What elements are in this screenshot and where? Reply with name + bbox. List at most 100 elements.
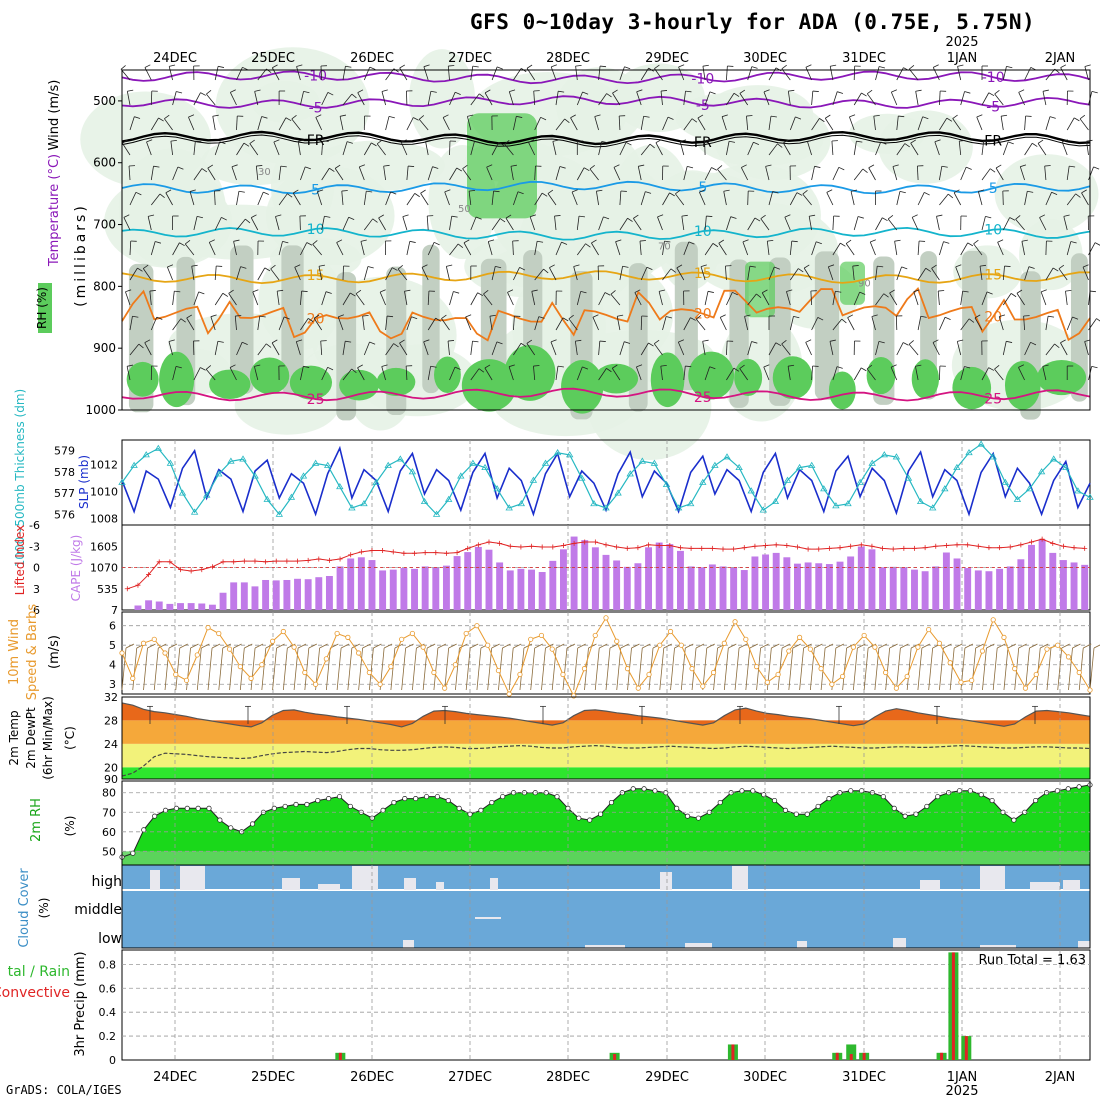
- wind-barb-flag: [376, 139, 383, 145]
- wind-barb-10m: [852, 647, 858, 691]
- wind-barb-10m-flag: [997, 643, 1006, 649]
- wind-barb-10m: [412, 647, 417, 691]
- wind-barb: [939, 241, 944, 256]
- wind-barb-flag: [507, 289, 514, 293]
- wind-barb: [172, 291, 175, 306]
- wind-barb-flag: [580, 291, 587, 294]
- li-point: [1028, 539, 1034, 545]
- li-point: [422, 550, 428, 556]
- li-point: [773, 542, 779, 548]
- wind-barb-flag: [350, 292, 356, 297]
- wind-speed-point: [710, 669, 717, 676]
- wind-barb-flag: [943, 241, 950, 244]
- wind-barb: [313, 318, 323, 331]
- wind-barb: [1015, 219, 1025, 231]
- rh-point: [674, 805, 680, 811]
- wind-barb-flag: [702, 64, 709, 67]
- wind-barb-10m: [261, 647, 267, 691]
- wind-barb-flag: [809, 214, 816, 217]
- wind-barb: [768, 116, 772, 131]
- cape-bar: [719, 566, 727, 610]
- cape-bar: [379, 570, 387, 610]
- wind-barb-flag: [478, 93, 485, 98]
- wind-barb-flag: [578, 215, 586, 218]
- wind-barb: [316, 191, 323, 206]
- wind-barb-flag: [904, 143, 910, 148]
- wind-barb-10m-flag: [760, 643, 769, 649]
- wind-barb: [449, 243, 459, 256]
- wind-barb-flag: [973, 239, 979, 245]
- wind-barb-flag: [411, 316, 418, 320]
- li-point: [518, 544, 524, 550]
- wind-speed-point: [474, 623, 480, 629]
- cloud-high-bar: [180, 866, 205, 890]
- wind-barb-10m-flag: [308, 643, 318, 649]
- wind-barb: [739, 368, 749, 381]
- wind-tick-3: 3: [109, 678, 116, 691]
- rh-point: [815, 803, 821, 809]
- li-point: [369, 548, 375, 553]
- wind-barb-flag: [245, 218, 251, 224]
- wind-barb-flag: [156, 316, 163, 320]
- top-date-label-9: 2JAN: [1045, 51, 1076, 66]
- li-point: [986, 545, 992, 551]
- wind-barb-flag: [552, 139, 559, 142]
- wind-barb-flag: [447, 340, 455, 342]
- thickness-point: [711, 461, 719, 468]
- thickness-point: [202, 491, 211, 498]
- wind-barb-flag: [994, 89, 1000, 95]
- wind-barb-flag: [924, 192, 930, 196]
- wind-barb-10m-flag: [405, 643, 414, 649]
- wind-barb-flag: [1001, 114, 1008, 117]
- wind-barb-flag: [159, 193, 165, 198]
- wind-barb: [363, 266, 369, 281]
- wind-speed-point: [226, 646, 233, 652]
- wind-barb: [231, 166, 237, 181]
- wind-barb-flag: [849, 114, 856, 118]
- cape-bar: [623, 566, 631, 610]
- wind-barb: [295, 341, 301, 356]
- rh-point: [695, 815, 701, 821]
- wind-barb: [726, 141, 730, 156]
- wind-barb: [421, 267, 429, 281]
- wind-barb: [385, 267, 393, 281]
- wind-barb-flag: [1062, 139, 1068, 143]
- thickness-point: [989, 453, 997, 460]
- thickness-point: [916, 497, 925, 505]
- cape-bar: [1017, 559, 1025, 610]
- wind-barb-flag: [287, 193, 293, 198]
- wind-barb: [937, 291, 940, 306]
- wind-barb: [534, 316, 540, 331]
- wind-barb-flag: [561, 241, 568, 245]
- temp-contour-label-10-0: 10: [307, 222, 325, 238]
- wind-barb: [445, 266, 450, 281]
- wind-barb-10m: [433, 647, 439, 691]
- wind-speed-point: [323, 656, 329, 662]
- temp-panel-frame: [121, 696, 1091, 780]
- wind-barb-10m: [551, 647, 557, 691]
- wind-barb: [1023, 316, 1025, 331]
- cape-bar: [740, 570, 748, 610]
- li-point: [199, 567, 205, 573]
- wind-barb: [875, 66, 880, 81]
- wind-barb: [576, 291, 582, 306]
- wind-barb: [276, 291, 280, 306]
- rh-tick-80: 80: [102, 787, 116, 800]
- thickness-point: [493, 485, 501, 492]
- wind-barb: [974, 317, 983, 331]
- wind-barb-flag: [654, 64, 660, 69]
- cape-bar: [1038, 539, 1046, 610]
- wind-barb: [399, 342, 408, 356]
- wind-barb: [931, 268, 940, 281]
- wind-barb: [1024, 266, 1030, 281]
- temp-ylabel-4: (°C): [63, 726, 77, 750]
- li-point: [582, 539, 588, 545]
- wind-barb: [491, 266, 496, 281]
- slp-tick-1012: 1012: [90, 458, 118, 471]
- wind-barb: [845, 243, 855, 256]
- wind-barb: [726, 216, 732, 231]
- wind-barb: [427, 317, 436, 331]
- thickness-point: [614, 489, 622, 496]
- cape-bar: [177, 603, 184, 610]
- wind-barb: [533, 366, 536, 381]
